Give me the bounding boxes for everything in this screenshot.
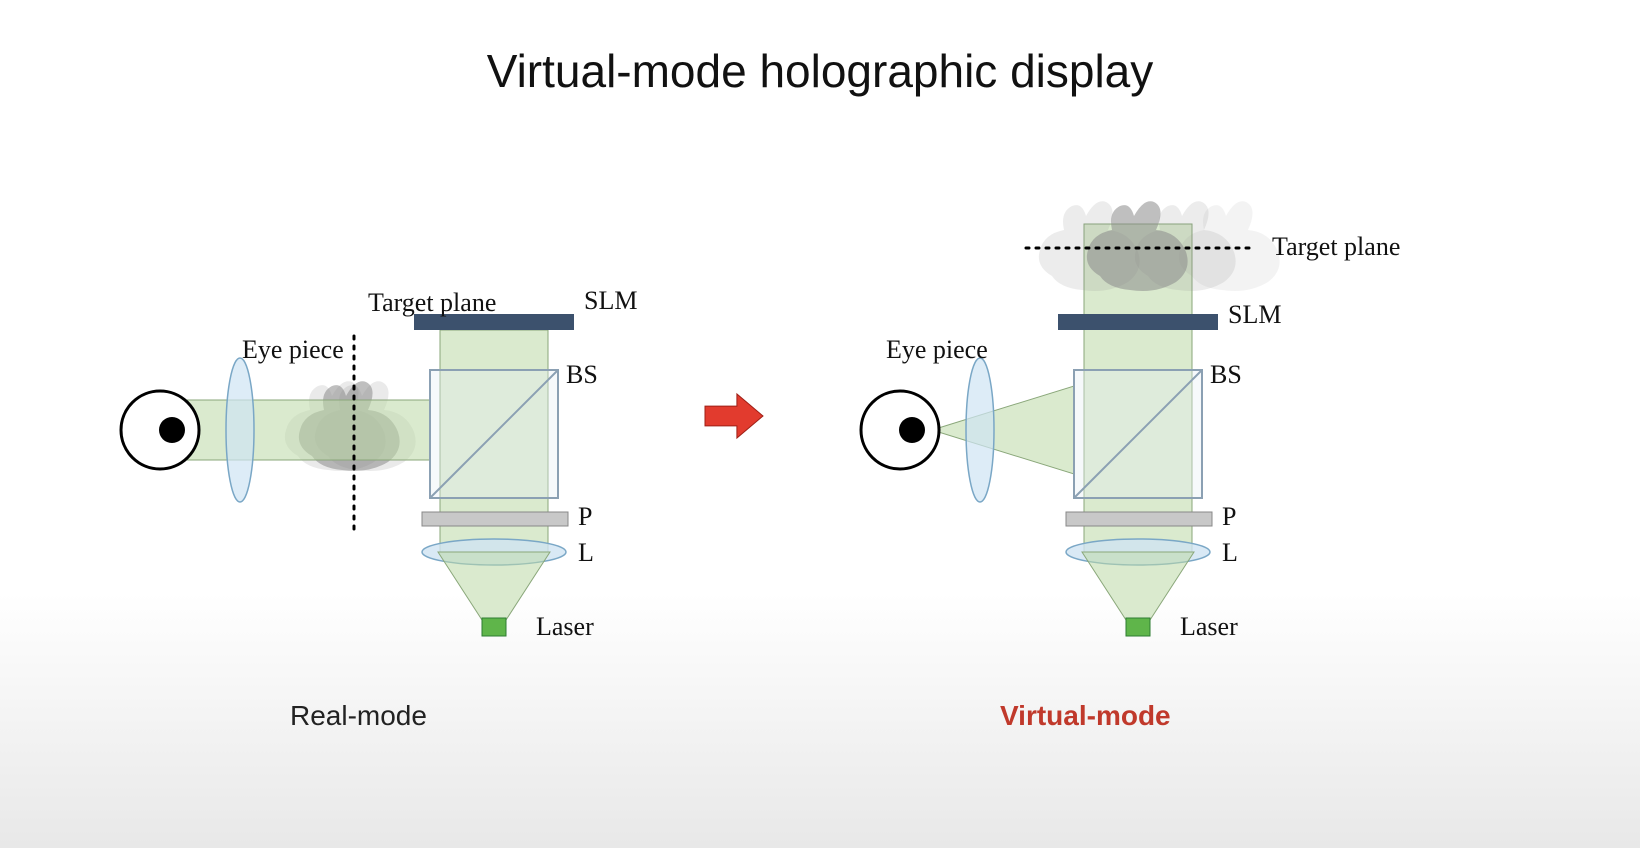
label-p-right: P [1222,502,1236,532]
label-bs-right: BS [1210,360,1242,390]
label-eye-piece-left: Eye piece [242,335,344,365]
label-laser-left: Laser [536,612,594,642]
label-laser-right: Laser [1180,612,1238,642]
label-slm-right: SLM [1228,300,1281,330]
label-l-left: L [578,538,594,568]
diagram-virtual-mode [861,201,1280,636]
label-slm-left: SLM [584,286,637,316]
label-bs-left: BS [566,360,598,390]
label-eye-piece-right: Eye piece [886,335,988,365]
caption-virtual-mode: Virtual-mode [1000,700,1171,732]
diagram-svg [0,0,1640,848]
label-target-plane-right: Target plane [1272,232,1400,262]
label-p-left: P [578,502,592,532]
label-target-plane-left: Target plane [368,288,496,318]
caption-real-mode: Real-mode [290,700,427,732]
transition-arrow-icon [705,394,763,438]
diagram-stage: Real-mode Virtual-mode Eye piece Target … [0,0,1640,848]
label-l-right: L [1222,538,1238,568]
diagram-real-mode [121,314,574,636]
